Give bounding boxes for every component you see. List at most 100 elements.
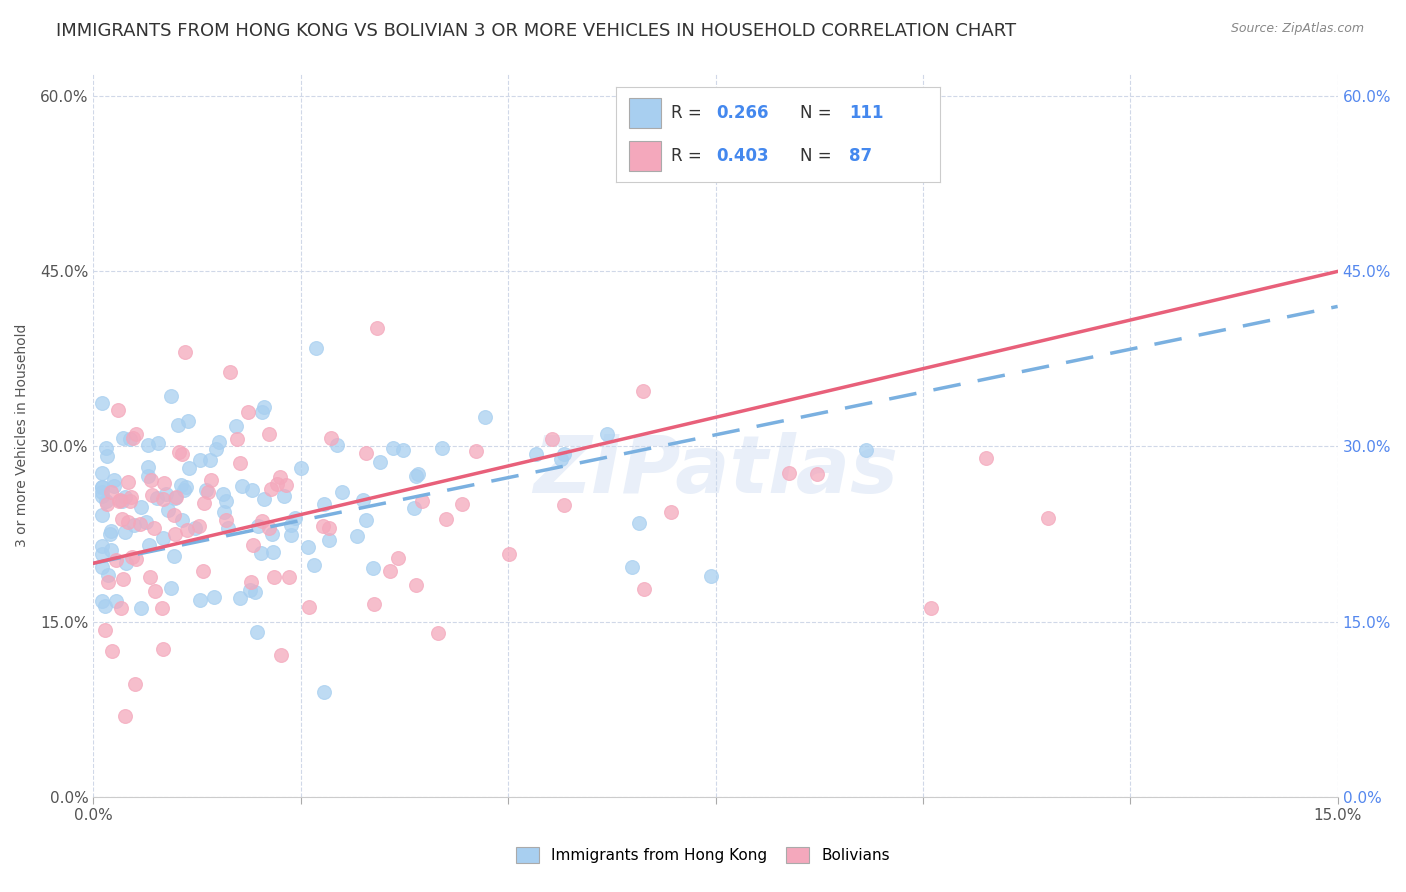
Point: [262, 545, 284, 559]
Point: [352, 492, 374, 507]
Point: [361, 561, 384, 575]
Point: [163, 508, 186, 523]
Point: [141, 488, 163, 502]
Point: [391, 443, 413, 458]
Point: [101, 643, 124, 657]
Point: [90, 489, 112, 503]
Point: [160, 581, 183, 595]
Point: [228, 591, 250, 605]
Point: [125, 552, 148, 566]
Point: [855, 442, 877, 457]
Point: [170, 513, 193, 527]
Point: [138, 459, 160, 474]
Point: [318, 521, 340, 535]
Point: [166, 418, 188, 433]
Point: [411, 494, 433, 508]
Point: [107, 402, 129, 417]
Point: [110, 600, 132, 615]
Point: [111, 431, 134, 445]
Point: [100, 542, 122, 557]
Point: [363, 598, 385, 612]
Point: [464, 443, 486, 458]
Point: [114, 490, 136, 504]
Point: [596, 427, 619, 442]
Point: [167, 444, 190, 458]
Point: [240, 575, 263, 590]
Point: [269, 470, 291, 484]
Point: [194, 483, 217, 497]
Point: [257, 427, 280, 442]
Point: [240, 483, 263, 498]
Point: [354, 512, 377, 526]
Point: [208, 434, 231, 449]
Point: [90, 508, 112, 523]
Point: [188, 452, 211, 467]
Point: [96, 498, 118, 512]
Point: [319, 431, 342, 445]
Point: [155, 487, 177, 501]
Point: [153, 475, 176, 490]
Point: [366, 321, 388, 335]
Point: [90, 484, 112, 499]
Point: [242, 538, 264, 552]
Point: [125, 426, 148, 441]
Point: [434, 512, 457, 526]
Point: [163, 549, 186, 563]
Point: [98, 527, 121, 541]
Point: [90, 560, 112, 574]
Point: [270, 648, 292, 663]
Point: [526, 447, 548, 461]
Point: [304, 341, 326, 355]
Point: [146, 491, 169, 505]
Point: [193, 496, 215, 510]
Point: [430, 441, 453, 455]
Point: [354, 446, 377, 460]
Point: [700, 569, 723, 583]
Point: [406, 467, 429, 482]
Point: [302, 558, 325, 573]
Point: [129, 601, 152, 615]
Point: [633, 582, 655, 596]
Point: [541, 432, 564, 446]
Point: [177, 413, 200, 427]
Point: [176, 523, 198, 537]
Point: [104, 553, 127, 567]
Point: [94, 599, 117, 613]
Point: [197, 485, 219, 500]
Point: [260, 527, 283, 541]
Point: [111, 493, 134, 508]
Point: [107, 494, 129, 508]
Point: [200, 473, 222, 487]
Point: [553, 499, 575, 513]
Point: [120, 490, 142, 504]
Point: [259, 521, 281, 535]
Point: [550, 451, 572, 466]
Point: [253, 491, 276, 506]
Point: [778, 467, 800, 481]
Point: [249, 546, 271, 560]
Point: [236, 405, 259, 419]
Point: [326, 438, 349, 452]
Point: [298, 600, 321, 615]
Point: [297, 541, 319, 555]
Point: [278, 569, 301, 583]
Point: [124, 676, 146, 690]
Point: [152, 641, 174, 656]
Point: [112, 572, 135, 586]
Point: [659, 505, 682, 519]
Point: [370, 454, 392, 468]
Point: [138, 539, 160, 553]
Point: [176, 480, 198, 494]
Point: [202, 590, 225, 604]
Point: [450, 497, 472, 511]
Point: [312, 684, 335, 698]
Point: [312, 497, 335, 511]
Point: [245, 584, 267, 599]
Point: [136, 469, 159, 483]
Point: [143, 521, 166, 535]
Point: [318, 533, 340, 548]
Point: [382, 441, 405, 455]
Point: [225, 433, 247, 447]
Point: [1036, 511, 1059, 525]
Text: ZIPatlas: ZIPatlas: [533, 432, 898, 510]
